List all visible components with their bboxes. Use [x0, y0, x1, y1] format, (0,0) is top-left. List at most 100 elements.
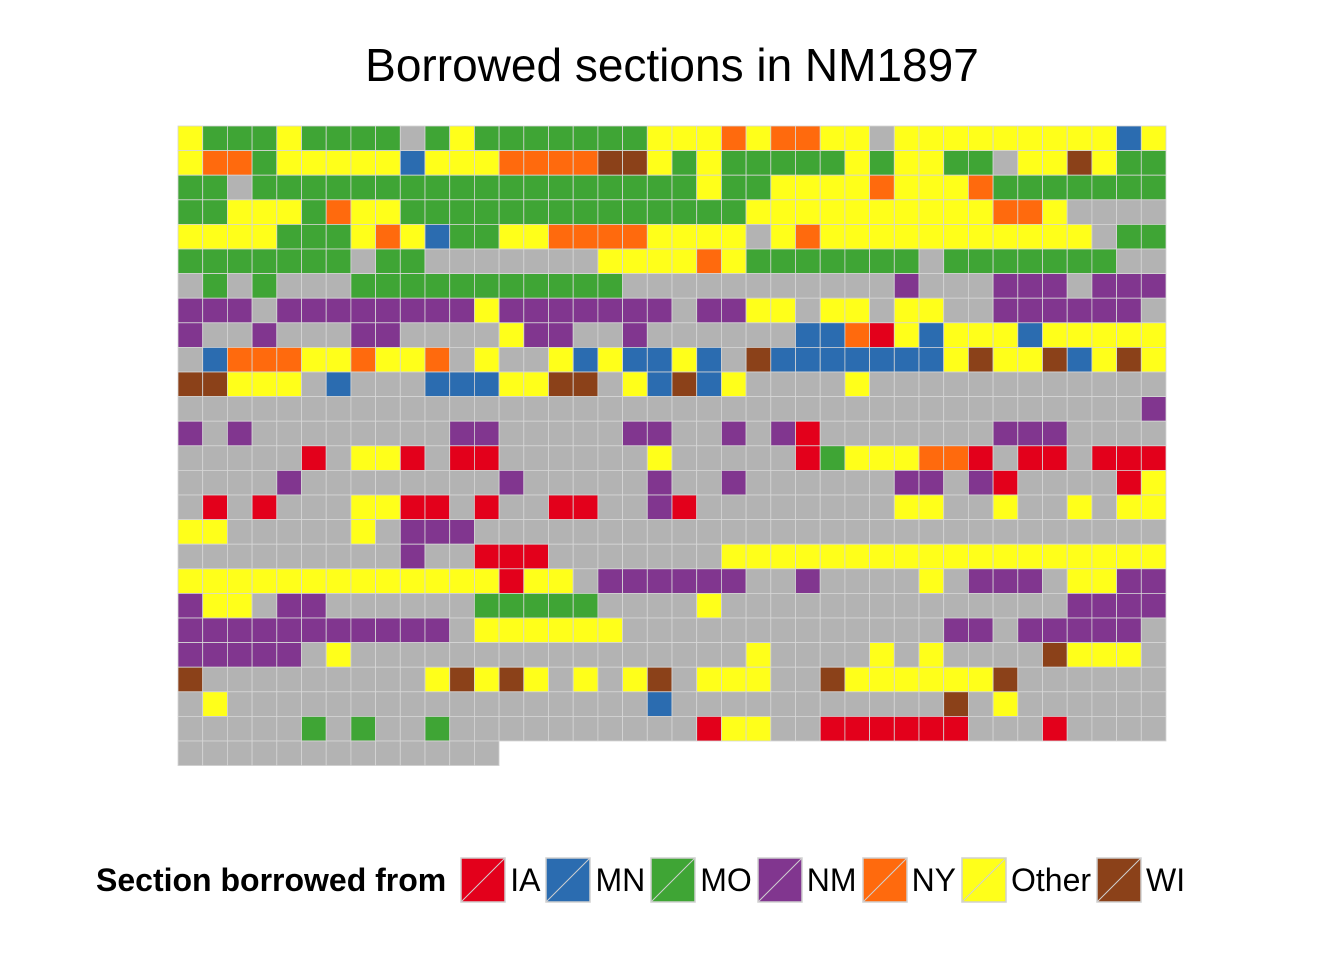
heatmap-cell — [893, 346, 920, 373]
heatmap-cell — [202, 297, 228, 324]
heatmap-cell — [721, 445, 747, 471]
heatmap-cell — [350, 617, 376, 644]
heatmap-cell — [721, 666, 747, 693]
heatmap-cell — [795, 223, 821, 250]
heatmap-cell — [226, 420, 253, 447]
heatmap-cell — [498, 125, 525, 152]
heatmap-cell — [770, 371, 796, 398]
heatmap-cell — [473, 273, 500, 299]
heatmap-cell — [745, 223, 772, 250]
heatmap-cell — [696, 223, 722, 250]
heatmap-cell — [992, 396, 1019, 422]
heatmap-cell — [350, 543, 376, 570]
heatmap-cell — [646, 593, 673, 619]
heatmap-cell — [226, 740, 253, 767]
heatmap-cell — [968, 568, 994, 594]
heatmap-cell — [301, 617, 327, 644]
heatmap-cell — [770, 248, 796, 275]
heatmap-cell — [548, 494, 574, 521]
heatmap-cell — [498, 174, 525, 201]
heatmap-cell — [770, 273, 796, 299]
heatmap-cell — [399, 248, 426, 275]
heatmap-cell — [646, 543, 673, 570]
heatmap-cell — [473, 346, 500, 373]
heatmap-cell — [276, 691, 302, 717]
heatmap-cell — [202, 666, 228, 693]
heatmap-cell — [869, 273, 895, 299]
heatmap-cell — [819, 420, 846, 447]
heatmap-cell — [177, 568, 204, 594]
heatmap-cell — [449, 125, 475, 152]
heatmap-cell — [399, 322, 426, 348]
heatmap-cell — [375, 519, 401, 545]
heatmap-cell — [671, 273, 698, 299]
heatmap-cell — [696, 445, 722, 471]
heatmap-cell — [745, 716, 772, 742]
heatmap-cell — [943, 568, 969, 594]
heatmap-cell — [523, 125, 549, 152]
heatmap-cell — [399, 494, 426, 521]
heatmap-cell — [202, 396, 228, 422]
heatmap-cell — [1091, 248, 1118, 275]
heatmap-cell — [1140, 371, 1167, 398]
heatmap-cell — [1017, 248, 1043, 275]
heatmap-cell — [325, 273, 352, 299]
heatmap-cell — [943, 543, 969, 570]
heatmap-cell — [202, 125, 228, 152]
heatmap-cell — [325, 420, 352, 447]
heatmap-cell — [646, 125, 673, 152]
heatmap-cell — [893, 420, 920, 447]
heatmap-cell — [202, 543, 228, 570]
heatmap-cell — [869, 150, 895, 176]
heatmap-cell — [1042, 174, 1068, 201]
heatmap-cell — [1066, 666, 1093, 693]
heatmap-cell — [473, 519, 500, 545]
heatmap-cell — [1091, 691, 1118, 717]
heatmap-cell — [943, 691, 969, 717]
heatmap-cell — [350, 346, 376, 373]
heatmap-cell — [226, 273, 253, 299]
heatmap-cell — [226, 174, 253, 201]
heatmap-cell — [671, 223, 698, 250]
heatmap-cell — [548, 568, 574, 594]
heatmap-cell — [548, 125, 574, 152]
heatmap-cell — [992, 199, 1019, 225]
heatmap-cell — [819, 593, 846, 619]
heatmap-cell — [671, 420, 698, 447]
heatmap-cell — [893, 297, 920, 324]
heatmap-cell — [893, 593, 920, 619]
heatmap-cell — [943, 494, 969, 521]
heatmap-cell — [498, 371, 525, 398]
heatmap-cell — [968, 494, 994, 521]
heatmap-cell — [1140, 199, 1167, 225]
heatmap-cell — [622, 371, 648, 398]
heatmap-cell — [572, 174, 599, 201]
heatmap-cell — [869, 593, 895, 619]
heatmap-cell — [301, 199, 327, 225]
heatmap-cell — [844, 691, 871, 717]
heatmap-cell — [992, 469, 1019, 496]
heatmap-cell — [301, 322, 327, 348]
heatmap-cell — [177, 150, 204, 176]
heatmap-cell — [276, 543, 302, 570]
heatmap-cell — [424, 174, 451, 201]
heatmap-cell — [572, 223, 599, 250]
heatmap-cell — [251, 174, 278, 201]
heatmap-cell — [770, 420, 796, 447]
heatmap-cell — [918, 297, 945, 324]
heatmap-cell — [276, 297, 302, 324]
heatmap-cell — [622, 716, 648, 742]
heatmap-cell — [1116, 666, 1142, 693]
heatmap-cell — [473, 445, 500, 471]
heatmap-cell — [424, 642, 451, 668]
heatmap-cell — [1017, 593, 1043, 619]
heatmap-cell — [1116, 420, 1142, 447]
heatmap-cell — [597, 322, 624, 348]
heatmap-cell — [1091, 666, 1118, 693]
heatmap-cell — [745, 371, 772, 398]
heatmap-cell — [968, 420, 994, 447]
heatmap-cell — [548, 469, 574, 496]
heatmap-cell — [869, 199, 895, 225]
heatmap-cell — [1140, 297, 1167, 324]
heatmap-cell — [424, 223, 451, 250]
